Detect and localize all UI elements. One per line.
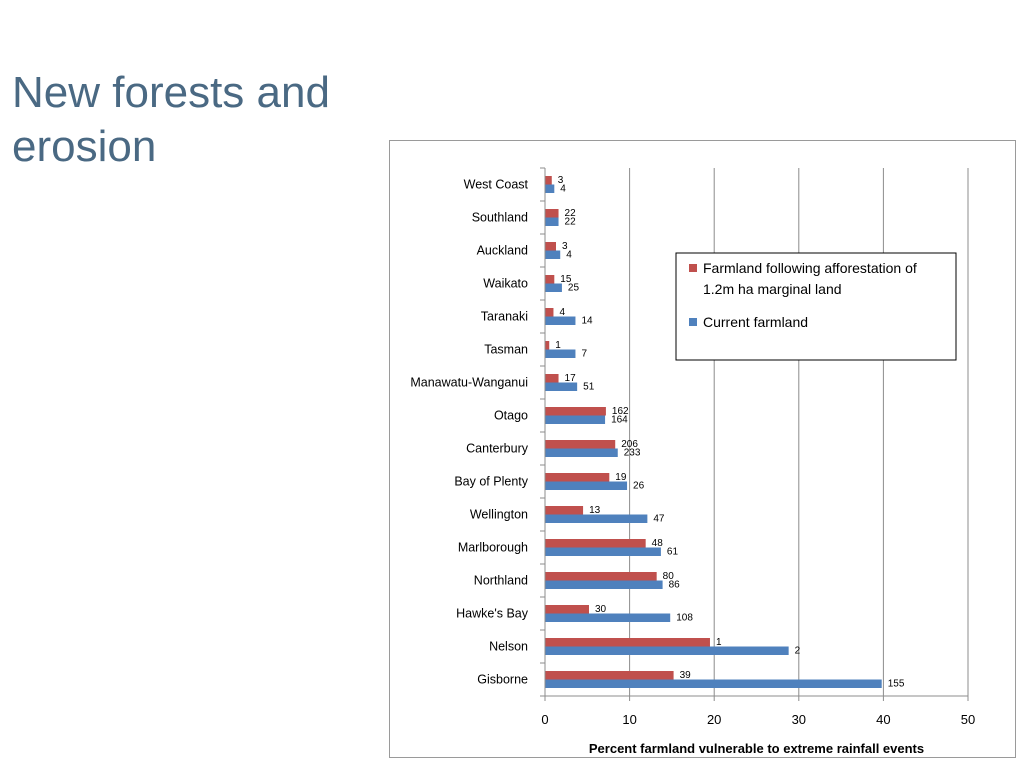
legend-swatch-afforestation	[689, 264, 697, 272]
data-label: 4	[560, 184, 566, 195]
data-label: 162	[612, 406, 629, 417]
data-label: 17	[565, 373, 577, 384]
data-label: 39	[680, 670, 692, 681]
data-label: 61	[667, 547, 679, 558]
bar-afforestation	[545, 506, 584, 515]
x-tick-label: 20	[707, 712, 721, 727]
data-label: 233	[624, 448, 641, 459]
bar-afforestation	[545, 209, 559, 218]
slide-title-line-2: erosion	[12, 122, 157, 171]
data-label: 155	[888, 679, 905, 690]
bar-current-farmland	[545, 250, 561, 259]
data-label: 4	[559, 307, 565, 318]
category-label: Bay of Plenty	[454, 475, 528, 489]
category-label: Auckland	[477, 244, 528, 258]
data-label: 206	[621, 439, 638, 450]
data-label: 86	[669, 580, 681, 591]
bar-current-farmland	[545, 283, 562, 292]
category-label: Nelson	[489, 640, 528, 654]
x-tick-label: 40	[876, 712, 890, 727]
bar-current-farmland	[545, 349, 576, 358]
bar-current-farmland	[545, 316, 576, 325]
bar-current-farmland	[545, 547, 661, 556]
bar-current-farmland	[545, 514, 648, 523]
data-label: 26	[633, 481, 645, 492]
data-label: 51	[583, 382, 595, 393]
bar-afforestation	[545, 242, 556, 251]
bar-current-farmland	[545, 184, 555, 193]
data-label: 164	[611, 415, 628, 426]
legend-label-current-farmland: Current farmland	[703, 314, 808, 330]
chart-frame: West Coast 3 4 Southland 22 22 Auckland 3 4 Waika…	[389, 140, 1016, 758]
slide-title: New forests and erosion	[12, 66, 372, 174]
category-label: Canterbury	[466, 442, 529, 456]
legend-label-afforestation: Farmland following afforestation of 1.2m …	[703, 260, 917, 297]
category-label: Otago	[494, 409, 528, 423]
bar-afforestation	[545, 275, 555, 284]
bar-afforestation	[545, 605, 589, 614]
data-label: 48	[652, 538, 664, 549]
data-label: 13	[589, 505, 601, 516]
data-label: 108	[676, 613, 693, 624]
bar-afforestation	[545, 671, 674, 680]
bar-afforestation	[545, 341, 550, 350]
x-tick-label: 30	[792, 712, 806, 727]
category-label: Taranaki	[481, 310, 528, 324]
data-label: 7	[581, 349, 587, 360]
x-tick-label: 0	[541, 712, 548, 727]
data-label: 1	[716, 637, 722, 648]
bar-current-farmland	[545, 481, 628, 490]
bar-afforestation	[545, 308, 554, 317]
data-label: 19	[615, 472, 627, 483]
bar-afforestation	[545, 374, 559, 383]
data-label: 22	[565, 208, 577, 219]
category-label: West Coast	[464, 178, 529, 192]
category-label: Waikato	[483, 277, 528, 291]
bar-current-farmland	[545, 580, 663, 589]
bar-current-farmland	[545, 679, 882, 688]
x-tick-label: 50	[961, 712, 975, 727]
category-label: Marlborough	[458, 541, 528, 555]
slide-title-line-1: New forests and	[12, 68, 330, 117]
category-label: Wellington	[470, 508, 528, 522]
category-label: Tasman	[484, 343, 528, 357]
data-label: 47	[653, 514, 665, 525]
bar-current-farmland	[545, 382, 578, 391]
data-label: 14	[581, 316, 593, 327]
x-tick-label: 10	[622, 712, 636, 727]
bar-afforestation	[545, 473, 610, 482]
data-label: 2	[795, 646, 801, 657]
data-label: 22	[565, 217, 577, 228]
data-label: 3	[558, 175, 564, 186]
category-label: Manawatu-Wanganui	[410, 376, 528, 390]
bar-afforestation	[545, 539, 646, 548]
bar-afforestation	[545, 638, 710, 647]
bar-afforestation	[545, 572, 657, 581]
data-label: 3	[562, 241, 568, 252]
bar-afforestation	[545, 440, 616, 449]
data-label: 25	[568, 283, 580, 294]
category-label: Gisborne	[477, 673, 528, 687]
data-label: 4	[566, 250, 572, 261]
x-axis-title: Percent farmland vulnerable to extreme r…	[589, 741, 924, 756]
bar-afforestation	[545, 407, 606, 416]
data-label: 15	[560, 274, 572, 285]
bar-current-farmland	[545, 448, 618, 457]
bar-current-farmland	[545, 613, 671, 622]
category-label: Southland	[472, 211, 528, 225]
bar-current-farmland	[545, 217, 559, 226]
legend-swatch-current-farmland	[689, 318, 697, 326]
category-label: Northland	[474, 574, 528, 588]
bar-current-farmland	[545, 415, 606, 424]
data-label: 30	[595, 604, 607, 615]
bar-current-farmland	[545, 646, 789, 655]
category-label: Hawke's Bay	[456, 607, 529, 621]
legend-box	[675, 252, 957, 361]
data-label: 80	[663, 571, 675, 582]
bar-afforestation	[545, 176, 552, 185]
data-label: 1	[555, 340, 561, 351]
